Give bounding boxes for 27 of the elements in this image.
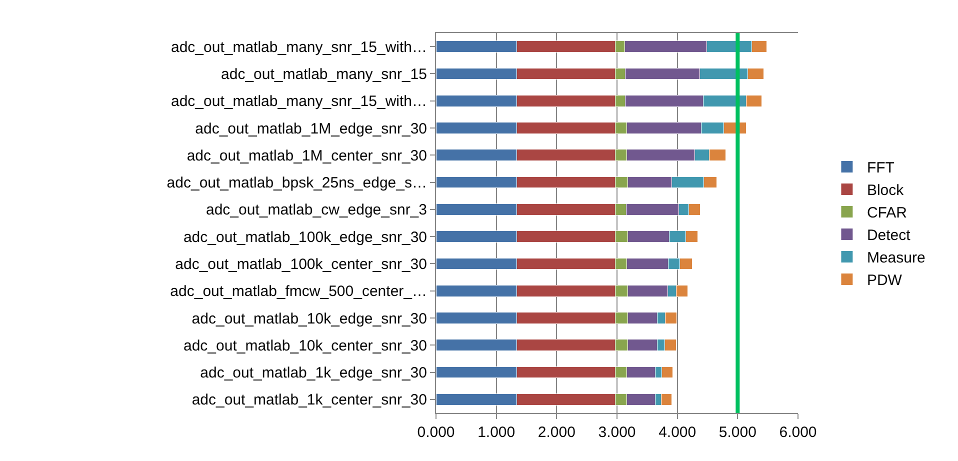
- legend-label: Detect: [866, 227, 912, 244]
- y-tick-label: adc_out_matlab_100k_edge_snr_30: [183, 228, 427, 246]
- y-tick-label: adc_out_matlab_many_snr_15: [221, 66, 427, 83]
- x-tick-label: 3.000: [598, 424, 636, 441]
- y-tick-label: adc_out_matlab_10k_edge_snr_30: [192, 310, 427, 328]
- y-tick-label: adc_out_matlab_1M_center_snr_30: [186, 147, 427, 164]
- y-tick-label: adc_out_matlab_many_snr_15_with…: [171, 93, 427, 110]
- y-tick-label: adc_out_matlab_1k_edge_snr_30: [200, 364, 427, 382]
- x-tick-label: 6.000: [779, 424, 817, 441]
- legend-label: CFAR: [866, 204, 908, 222]
- y-tick-label: adc_out_matlab_bpsk_25ns_edge_s…: [166, 174, 427, 192]
- x-tick-label: 4.000: [658, 424, 696, 441]
- legend-label: PDW: [866, 272, 903, 290]
- legend-label: Block: [866, 182, 904, 200]
- x-tick-label: 0.000: [417, 424, 455, 441]
- y-tick-label: adc_out_matlab_100k_center_snr_30: [175, 256, 427, 273]
- legend-label: FFT: [866, 160, 894, 177]
- y-tick-label: adc_out_matlab_many_snr_15_with…: [171, 38, 427, 56]
- x-tick-label: 1.000: [478, 424, 516, 441]
- y-tick-label: adc_out_matlab_1k_center_snr_30: [192, 392, 427, 409]
- y-tick-label: adc_out_matlab_cw_edge_snr_3: [206, 202, 427, 219]
- x-tick-label: 5.000: [718, 424, 756, 441]
- y-tick-label: adc_out_matlab_10k_center_snr_30: [183, 337, 427, 354]
- y-tick-label: adc_out_matlab_1M_edge_snr_30: [195, 120, 427, 138]
- x-tick-label: 2.000: [538, 424, 576, 441]
- y-tick-label: adc_out_matlab_fmcw_500_center_…: [170, 283, 427, 300]
- legend-label: Measure: [866, 250, 926, 267]
